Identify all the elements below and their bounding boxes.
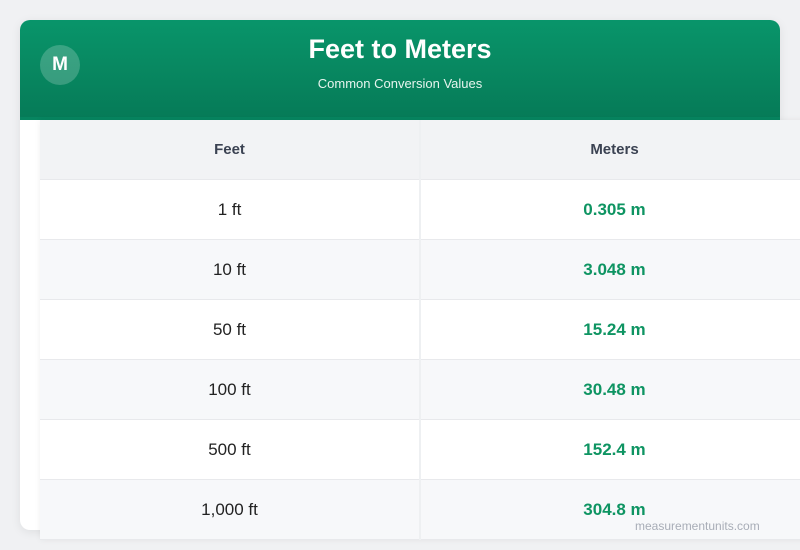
feet-cell: 1 ft (40, 179, 421, 240)
table-row: 1,000 ft 304.8 m (40, 479, 800, 540)
feet-cell: 500 ft (40, 419, 421, 480)
header-accent-strip (20, 117, 780, 120)
meters-cell: 304.8 m (420, 479, 800, 540)
table-row: 50 ft 15.24 m (40, 299, 800, 360)
meters-cell: 152.4 m (420, 419, 800, 480)
watermark-text: measurementunits.com (635, 519, 760, 533)
meters-cell: 15.24 m (420, 299, 800, 360)
table-row: 1 ft 0.305 m (40, 179, 800, 240)
column-header-feet: Feet (40, 120, 421, 180)
feet-cell: 100 ft (40, 359, 421, 420)
meters-cell: 3.048 m (420, 239, 800, 300)
page-title: Feet to Meters (308, 34, 492, 64)
column-header-meters: Meters (420, 120, 800, 180)
feet-cell: 50 ft (40, 299, 421, 360)
table-header-row: Feet Meters (40, 120, 800, 180)
page-subtitle: Common Conversion Values (317, 76, 483, 91)
meters-cell: 0.305 m (420, 179, 800, 240)
table-row: 500 ft 152.4 m (40, 419, 800, 480)
feet-cell: 10 ft (40, 239, 421, 300)
conversion-table-container: Feet Meters 1 ft 0.305 m 10 ft 3.048 m 5… (40, 120, 800, 540)
meters-cell: 30.48 m (420, 359, 800, 420)
table-row: 10 ft 3.048 m (40, 239, 800, 300)
logo-badge: M (40, 45, 80, 85)
feet-cell: 1,000 ft (40, 479, 421, 540)
table-row: 100 ft 30.48 m (40, 359, 800, 420)
card-header: M Feet to Meters Common Conversion Value… (20, 20, 780, 120)
conversion-table: Feet Meters 1 ft 0.305 m 10 ft 3.048 m 5… (40, 120, 800, 540)
